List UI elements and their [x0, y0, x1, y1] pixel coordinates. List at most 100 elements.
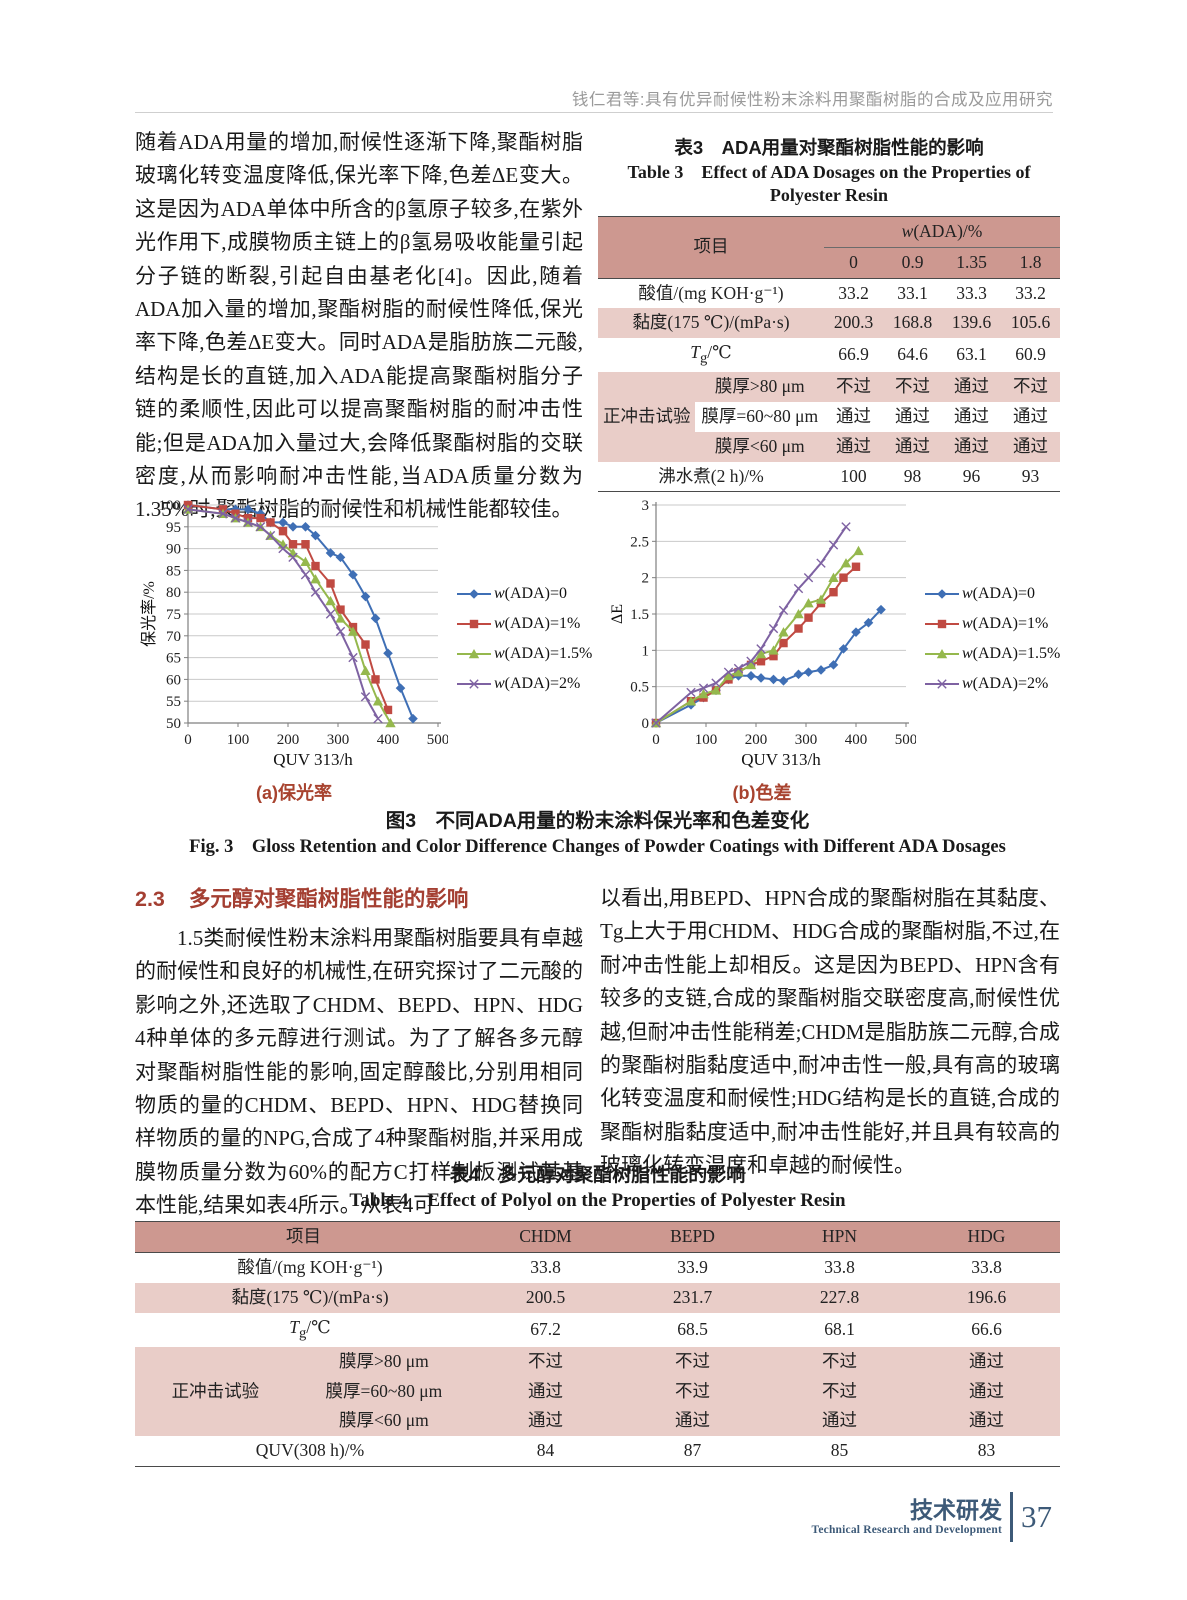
table4-row-tg: Tg/℃ 67.2 68.5 68.1 66.6 [289, 1316, 1002, 1342]
legend-label: w(ADA)=0 [494, 585, 568, 602]
legend-item: w(ADA)=1% [924, 609, 1060, 639]
svg-text:75: 75 [166, 607, 181, 623]
table3-header-item: 项目 [598, 216, 824, 278]
figure3-caption-en: Fig. 3 Gloss Retention and Color Differe… [189, 837, 1006, 857]
legend-item: w(ADA)=1% [456, 609, 592, 639]
legend-item: w(ADA)=1.5% [924, 639, 1060, 669]
svg-text:保光率/%: 保光率/% [140, 581, 158, 647]
svg-text:QUV 313/h: QUV 313/h [273, 750, 353, 769]
svg-text:QUV 313/h: QUV 313/h [741, 750, 821, 769]
page-number: 37 [1021, 1499, 1052, 1534]
svg-text:60: 60 [166, 672, 181, 688]
svg-text:400: 400 [377, 732, 400, 748]
svg-text:90: 90 [166, 542, 181, 558]
table3-title-cn: 表3 ADA用量对聚酯树脂性能的影响 [674, 137, 984, 158]
svg-text:55: 55 [166, 694, 181, 710]
svg-text:2: 2 [642, 571, 650, 587]
legend-label: w(ADA)=2% [494, 675, 581, 692]
legend-label: w(ADA)=1.5% [962, 645, 1061, 662]
legend-item: w(ADA)=0 [456, 579, 592, 609]
gloss-retention-plot: 50 55 60 65 70 75 80 85 90 95 100 0 100 200 300 400 500 Q… [140, 493, 449, 778]
footer-section-cn: 技术研发 [910, 1497, 1002, 1524]
svg-text:300: 300 [795, 732, 818, 748]
color-difference-plot: 0 0.5 1 1.5 2 2.5 3 0 100 200 300 400 500 QUV 313/h ΔE [608, 493, 917, 778]
table4-row-impact-1: 正冲击试验 膜厚>80 μm 不过 不过 不过 通过 [135, 1346, 1060, 1437]
triangle-marker-icon [925, 649, 959, 659]
section-2-3-heading: 2.3 多元醇对聚酯树脂性能的影响 [135, 882, 468, 913]
svg-text:0: 0 [642, 716, 650, 732]
table3-row-impact-3: 膜厚<60 μm 通过 通过 通过 通过 [598, 431, 1060, 462]
legend-label: w(ADA)=1% [962, 615, 1049, 632]
diamond-marker-icon [925, 589, 959, 599]
svg-text:50: 50 [166, 716, 181, 732]
square-marker-icon [457, 619, 491, 629]
table4: 项目 CHDM BEPD HPN HDG 酸值/(mg KOH·g⁻¹) 33.… [135, 1221, 1060, 1468]
svg-text:0.5: 0.5 [630, 680, 649, 696]
table3-row-tg: Tg/℃ 66.9 64.6 63.1 60.9 [690, 342, 1046, 367]
svg-text:1.5: 1.5 [630, 607, 649, 623]
table4-row-impact-2: 膜厚=60~80 μm 通过 不过 不过 通过 [135, 1376, 1060, 1407]
svg-text:70: 70 [166, 629, 181, 645]
legend-label: w(ADA)=1% [494, 615, 581, 632]
running-head: 钱仁君等:具有优异耐候性粉末涂料用聚酯树脂的合成及应用研究 [571, 91, 1053, 109]
legend-label: w(ADA)=1.5% [494, 645, 593, 662]
legend-label: w(ADA)=2% [962, 675, 1049, 692]
table3-row-boil: 沸水煮(2 h)/% 100 98 96 93 [658, 465, 1040, 486]
legend-label: w(ADA)=0 [962, 585, 1036, 602]
table4-header-row: 项目 CHDM BEPD HPN HDG [135, 1221, 1060, 1253]
diamond-marker-icon [457, 589, 491, 599]
svg-text:0: 0 [652, 732, 660, 748]
legend-item: w(ADA)=2% [924, 669, 1060, 699]
svg-text:200: 200 [277, 732, 300, 748]
gloss-retention-legend: w(ADA)=0 w(ADA)=1% w(ADA)=1.5% w(ADA)=2% [456, 579, 592, 699]
svg-text:100: 100 [227, 732, 250, 748]
table3-row-impact-1: 正冲击试验 膜厚>80 μm 不过 不过 通过 不过 [598, 371, 1060, 462]
page-footer: 技术研发 Technical Research and Development … [812, 1492, 1052, 1542]
chart-color-difference: 0 0.5 1 1.5 2 2.5 3 0 100 200 300 400 500 QUV 313/h ΔE… [608, 493, 1060, 778]
x-marker-icon [457, 679, 491, 689]
table3-row-viscosity: 黏度(175 ℃)/(mPa·s) 200.3 168.8 139.6 105.… [598, 308, 1060, 339]
svg-text:3: 3 [642, 498, 650, 514]
table3-block: 表3 ADA用量对聚酯树脂性能的影响 Table 3 Effect of ADA… [598, 136, 1060, 493]
table3-impact-title: 正冲击试验 [598, 371, 696, 462]
section-2-3-left-column: 1.5类耐候性粉末涂料用聚酯树脂要具有卓越的耐候性和良好的机械性,在研究探讨了二… [135, 926, 583, 1218]
svg-text:400: 400 [845, 732, 868, 748]
table3-row-impact-2: 膜厚=60~80 μm 通过 通过 通过 通过 [701, 405, 1048, 426]
svg-text:85: 85 [166, 563, 181, 579]
table4-block: 表4 多元醇对聚酯树脂性能的影响 Table 4 Effect of Polyo… [135, 1163, 1060, 1468]
svg-text:1: 1 [642, 643, 650, 659]
table3-title-en-line1: Table 3 Effect of ADA Dosages on the Pro… [627, 161, 1031, 182]
header-rule [135, 112, 1053, 113]
svg-text:95: 95 [166, 520, 181, 536]
subcaption-b: (b)色差 [732, 783, 792, 803]
svg-text:0: 0 [184, 732, 192, 748]
svg-text:100: 100 [695, 732, 718, 748]
table3-header-row: 项目 w(ADA)/% [598, 216, 1060, 278]
table4-row-acid: 酸值/(mg KOH·g⁻¹) 33.8 33.9 33.8 33.8 [237, 1257, 1002, 1278]
table3-title-en-line2: Polyester Resin [769, 185, 889, 206]
section-title: 多元醇对聚酯树脂性能的影响 [188, 887, 469, 911]
table3-subheader-row: 0 0.9 1.35 1.8 [598, 247, 1060, 278]
footer-divider [1010, 1492, 1013, 1542]
table4-impact-title: 正冲击试验 [135, 1346, 283, 1437]
svg-text:ΔE: ΔE [609, 604, 626, 624]
table4-row-impact-3: 膜厚<60 μm 通过 通过 通过 通过 [135, 1406, 1060, 1437]
section-number: 2.3 [135, 887, 165, 911]
square-marker-icon [925, 619, 959, 629]
footer-section-en: Technical Research and Development [811, 1523, 1002, 1536]
legend-item: w(ADA)=1.5% [456, 639, 592, 669]
figure3-caption-cn: 图3 不同ADA用量的粉末涂料保光率和色差变化 [385, 810, 810, 832]
legend-item: w(ADA)=2% [456, 669, 592, 699]
svg-text:500: 500 [427, 732, 448, 748]
table3: 项目 w(ADA)/% 0 0.9 1.35 1.8 酸值/(mg KOH·g⁻… [598, 215, 1060, 493]
chart-gloss-retention: 50 55 60 65 70 75 80 85 90 95 100 0 100 200 300 400 500 Q… [140, 493, 592, 778]
svg-text:500: 500 [895, 732, 916, 748]
x-marker-icon [925, 679, 959, 689]
svg-text:80: 80 [166, 585, 181, 601]
svg-text:2.5: 2.5 [630, 534, 649, 550]
intro-paragraph: 随着ADA用量的增加,耐候性逐渐下降,聚酯树脂玻璃化转变温度降低,保光率下降,色… [135, 130, 583, 522]
subcaption-a: (a)保光率 [256, 783, 332, 803]
table3-row-acid: 酸值/(mg KOH·g⁻¹) 33.2 33.1 33.3 33.2 [638, 282, 1046, 303]
table4-title-cn: 表4 多元醇对聚酯树脂性能的影响 [449, 1165, 746, 1186]
